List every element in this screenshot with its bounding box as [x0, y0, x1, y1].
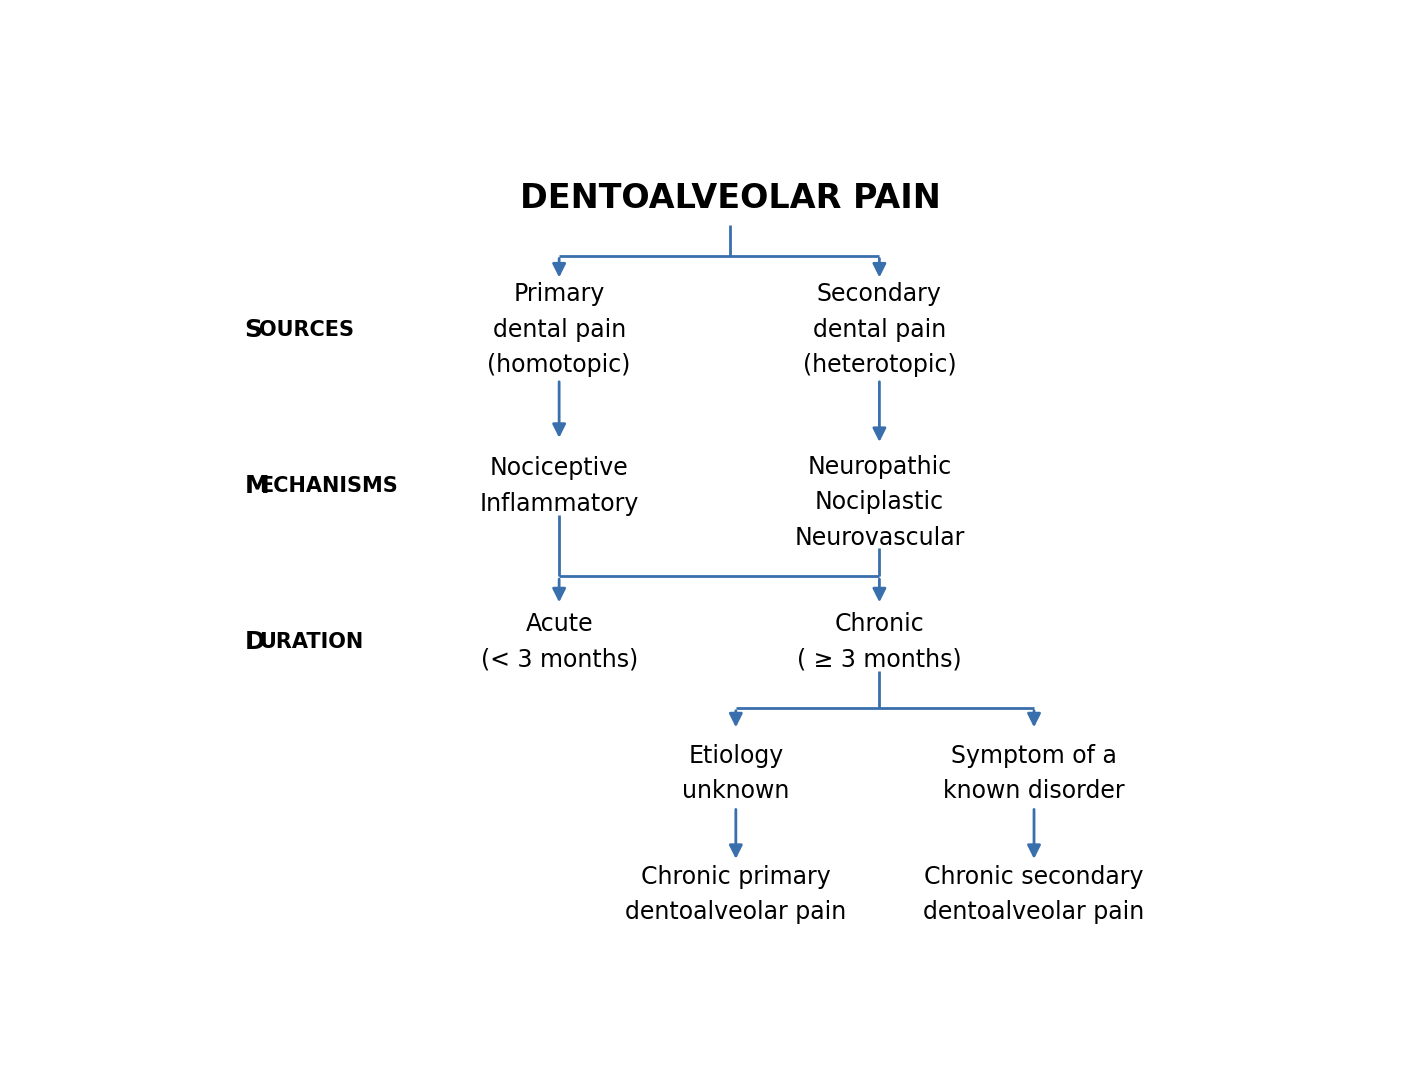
Text: URATION: URATION	[259, 632, 363, 653]
Text: S: S	[245, 317, 262, 342]
Text: M: M	[245, 474, 269, 498]
Text: D: D	[245, 630, 265, 654]
Text: ECHANISMS: ECHANISMS	[259, 476, 398, 496]
Text: Chronic primary
dentoalveolar pain: Chronic primary dentoalveolar pain	[626, 865, 846, 924]
Text: Neuropathic
Nociplastic
Neurovascular: Neuropathic Nociplastic Neurovascular	[794, 455, 965, 550]
Text: Nociceptive
Inflammatory: Nociceptive Inflammatory	[479, 456, 638, 516]
Text: DENTOALVEOLAR PAIN: DENTOALVEOLAR PAIN	[520, 182, 940, 215]
Text: Chronic secondary
dentoalveolar pain: Chronic secondary dentoalveolar pain	[923, 865, 1144, 924]
Text: Chronic
( ≥ 3 months): Chronic ( ≥ 3 months)	[797, 612, 962, 672]
Text: Secondary
dental pain
(heterotopic): Secondary dental pain (heterotopic)	[802, 282, 956, 377]
Text: Acute
(< 3 months): Acute (< 3 months)	[480, 612, 638, 672]
Text: Etiology
unknown: Etiology unknown	[683, 744, 789, 803]
Text: Primary
dental pain
(homotopic): Primary dental pain (homotopic)	[487, 282, 631, 377]
Text: Symptom of a
known disorder: Symptom of a known disorder	[943, 744, 1124, 803]
Text: OURCES: OURCES	[259, 319, 353, 340]
